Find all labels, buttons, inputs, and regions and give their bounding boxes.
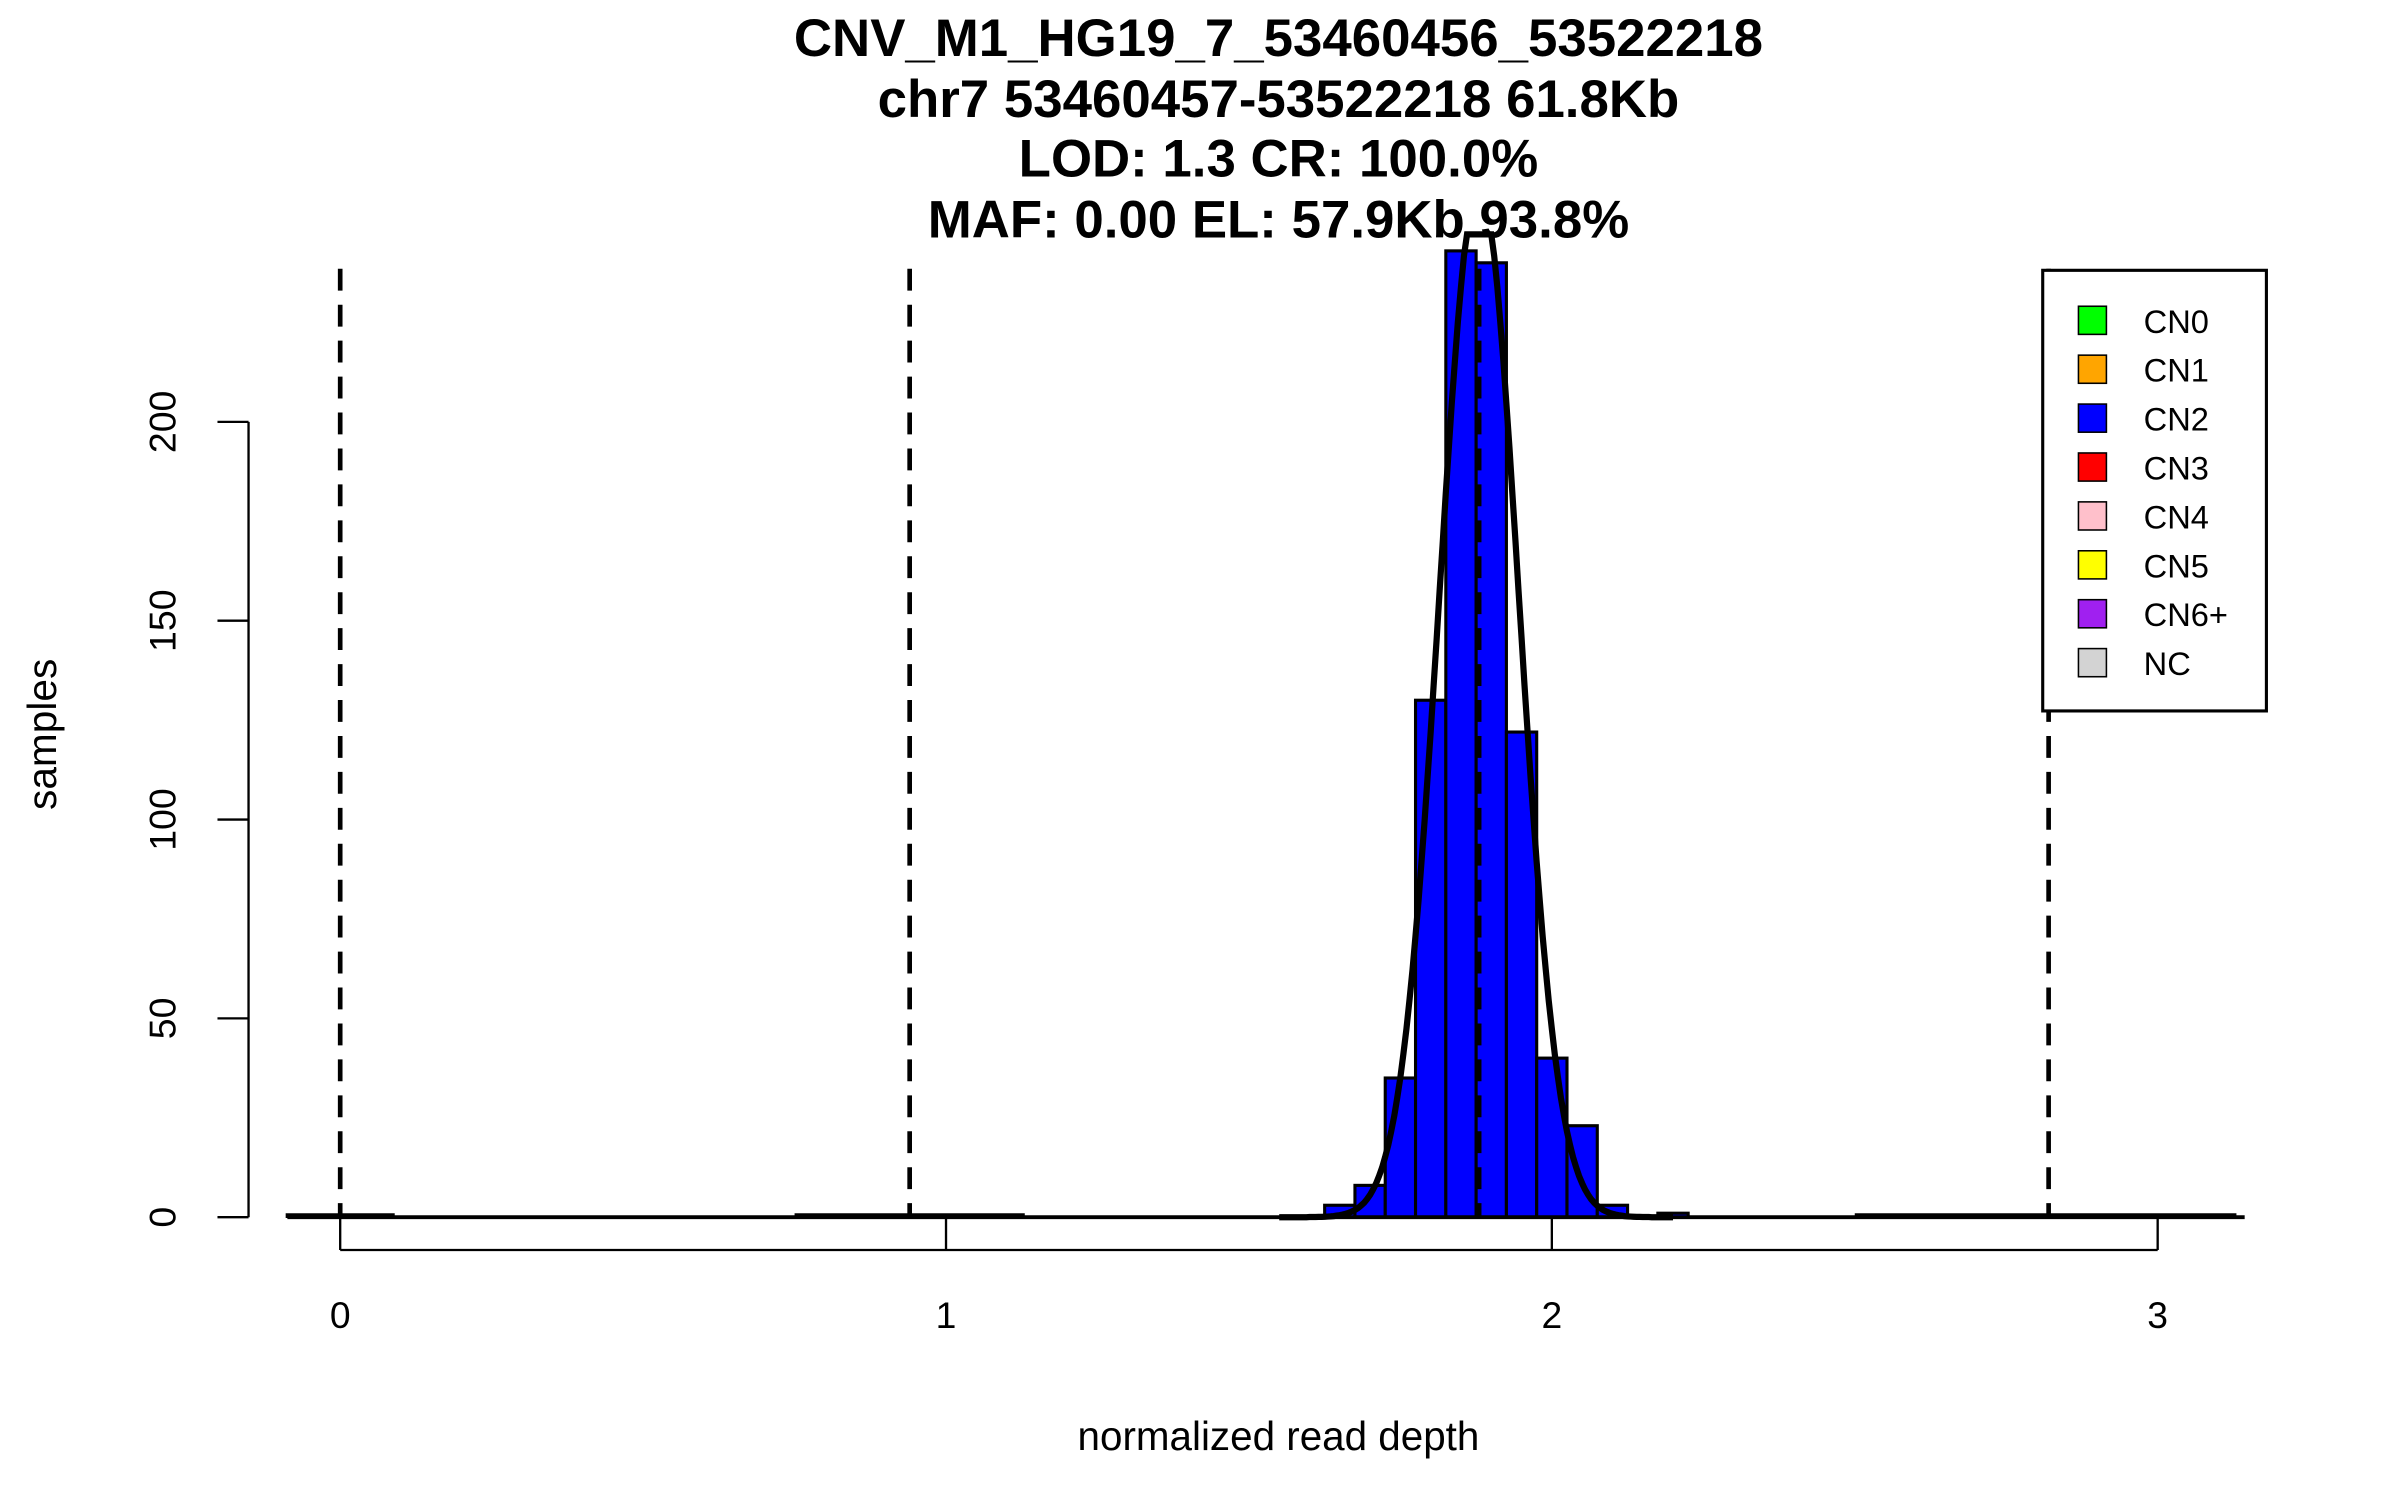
legend-label: NC — [2144, 645, 2191, 682]
y-tick-label: 150 — [142, 589, 184, 652]
legend-label: CN4 — [2144, 498, 2209, 535]
y-tick-label: 100 — [142, 788, 184, 851]
y-tick-label: 0 — [142, 1207, 184, 1228]
cn-threshold-lines — [337, 268, 2051, 1218]
y-tick-label: 200 — [142, 391, 184, 454]
title-line-1: CNV_M1_HG19_7_53460456_53522218 — [794, 9, 1763, 68]
histogram-bar — [1413, 698, 1448, 1219]
title-line-4: MAF: 0.00 EL: 57.9Kb 93.8% — [928, 190, 1629, 249]
legend-swatch — [2077, 598, 2108, 629]
legend-swatch — [2077, 452, 2108, 482]
x-tick-label: 3 — [2147, 1294, 2168, 1336]
legend-label: CN0 — [2144, 303, 2209, 340]
y-axis-label: samples — [19, 659, 65, 810]
x-tick-label: 0 — [330, 1294, 351, 1336]
legend-swatch — [2077, 403, 2108, 433]
x-axis-label: normalized read depth — [1078, 1413, 1480, 1459]
legend-swatch — [2077, 550, 2108, 580]
legend-swatch — [2077, 647, 2108, 678]
y-axis: 0 50 100 150 200 — [142, 391, 250, 1228]
histogram-bars — [1323, 249, 1690, 1219]
chart-title: CNV_M1_HG19_7_53460456_53522218 chr7 534… — [794, 9, 1763, 249]
legend: CN0 CN1 CN2 CN3 CN4 CN5 CN6+ NC — [2041, 268, 2268, 713]
legend-label: CN6+ — [2144, 596, 2228, 633]
legend-label: CN5 — [2144, 547, 2209, 584]
title-line-3: LOD: 1.3 CR: 100.0% — [1019, 129, 1539, 188]
y-tick-label: 50 — [142, 998, 184, 1040]
fit-curve — [1279, 231, 1674, 1221]
legend-label: CN1 — [2144, 352, 2209, 389]
histogram-bar — [1535, 1056, 1569, 1219]
x-tick-label: 1 — [936, 1294, 957, 1336]
x-tick-label: 2 — [1541, 1294, 1562, 1336]
legend-swatch — [2077, 305, 2108, 336]
legend-swatch — [2077, 501, 2108, 531]
legend-label: CN2 — [2144, 401, 2209, 438]
x-axis: 0 1 2 3 — [330, 1217, 2168, 1336]
legend-swatch — [2077, 354, 2108, 385]
fit-curve-group — [1279, 231, 1674, 1221]
legend-box — [2041, 268, 2268, 713]
title-line-2: chr7 53460457-53522218 61.8Kb — [878, 70, 1680, 129]
legend-label: CN3 — [2144, 449, 2209, 486]
